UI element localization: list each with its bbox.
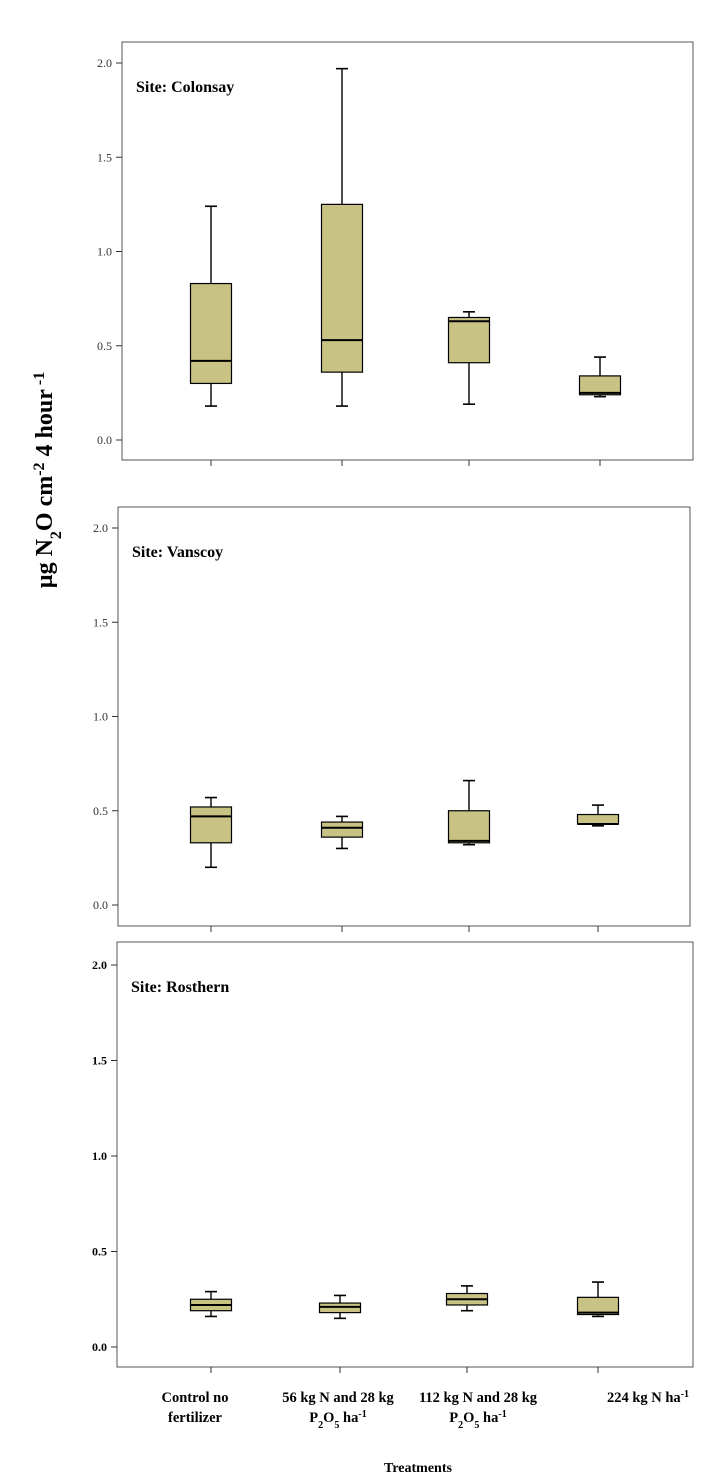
- site-label: Site: Colonsay: [136, 79, 234, 96]
- category-label: 56 kg N and 28 kg: [282, 1390, 394, 1406]
- y-tick-label: 1.0: [97, 245, 112, 259]
- box-2: [320, 67, 364, 407]
- category-label: 224 kg N ha-1: [607, 1389, 689, 1407]
- y-tick-label: 1.5: [93, 615, 108, 629]
- category-label: P2O5 ha-1: [309, 1409, 366, 1431]
- y-tick-label: 2.0: [92, 958, 107, 972]
- iqr-box: [320, 821, 364, 838]
- box-1: [189, 1290, 233, 1318]
- y-tick-label: 0.5: [92, 1245, 107, 1259]
- iqr-box: [578, 375, 622, 396]
- panels: 0.0 0.5 1.0 1.5 2.0 Site: Colonsay 0.0 0.5 1.0 1.…: [92, 41, 694, 1373]
- iqr-box: [576, 1296, 620, 1316]
- box-1: [189, 796, 233, 869]
- y-tick-label: 0.0: [97, 433, 112, 447]
- iqr-box: [189, 282, 233, 385]
- category-label: Control no: [161, 1390, 228, 1406]
- x-category-labels: Control no fertilizer 56 kg N and 28 kg P2O…: [161, 1389, 689, 1431]
- panel-1: 0.0 0.5 1.0 1.5 2.0 Site: Colonsay: [97, 41, 694, 466]
- iqr-box: [447, 810, 491, 844]
- y-tick-label: 1.0: [92, 1149, 107, 1163]
- plot-frame: [121, 41, 694, 461]
- y-tick-label: 0.5: [93, 804, 108, 818]
- box-3: [447, 779, 491, 846]
- y-tick-label: 0.0: [93, 898, 108, 912]
- plot-frame: [117, 506, 691, 927]
- box-3: [447, 311, 491, 405]
- panel-3: 0.0 0.5 1.0 1.5 2.0 Site: Rosthern: [92, 941, 694, 1373]
- y-tick-label: 0.5: [97, 339, 112, 353]
- box-2: [320, 815, 364, 850]
- y-axis-title-text: µg N2O cm-2 4 hour -1: [31, 372, 65, 589]
- site-label: Site: Vanscoy: [132, 544, 223, 561]
- y-tick-label: 2.0: [97, 56, 112, 70]
- y-tick-label: 2.0: [93, 521, 108, 535]
- y-tick-label: 1.5: [92, 1054, 107, 1068]
- box-4: [578, 356, 622, 398]
- category-label: 112 kg N and 28 kg: [419, 1390, 538, 1406]
- y-tick-label: 1.0: [93, 710, 108, 724]
- category-label: P2O5 ha-1: [449, 1409, 506, 1431]
- site-label: Site: Rosthern: [131, 979, 229, 996]
- panel-2: 0.0 0.5 1.0 1.5 2.0 Site: Vanscoy: [93, 506, 691, 932]
- iqr-box: [447, 316, 491, 364]
- category-label: fertilizer: [168, 1410, 222, 1426]
- box-4: [576, 804, 620, 827]
- y-axis-title: µg N2O cm-2 4 hour -1: [31, 372, 65, 589]
- box-4: [576, 1281, 620, 1318]
- plot-frame: [116, 941, 694, 1368]
- y-tick-label: 0.0: [92, 1340, 107, 1354]
- iqr-box: [576, 813, 620, 825]
- iqr-box: [320, 203, 364, 373]
- y-tick-label: 1.5: [97, 150, 112, 164]
- box-1: [189, 205, 233, 407]
- box-2: [318, 1294, 362, 1320]
- x-axis-title: Treatments: [384, 1461, 452, 1476]
- box-3: [445, 1285, 489, 1312]
- iqr-box: [189, 806, 233, 844]
